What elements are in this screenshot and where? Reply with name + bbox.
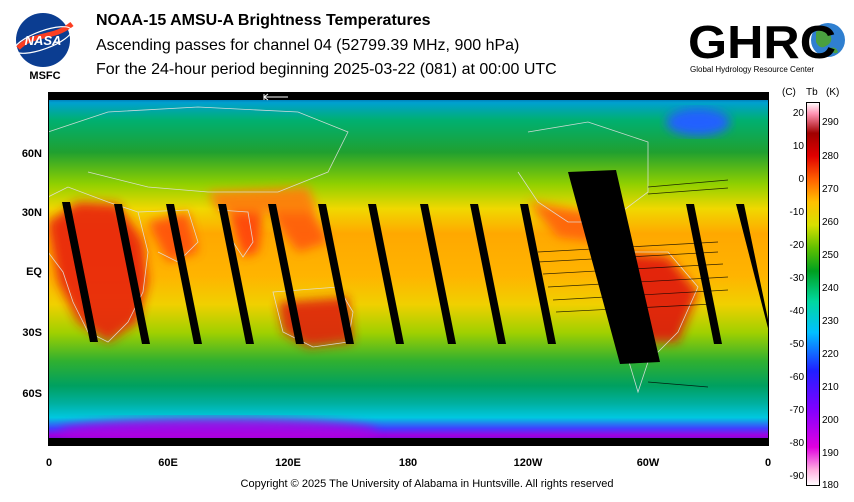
lon-label-60e: 60E [158, 457, 178, 469]
colorbar-c-tick: -20 [789, 240, 804, 251]
colorbar-c-tick: -90 [789, 471, 804, 482]
lat-label-60s: 60S [22, 388, 42, 400]
lat-label-30s: 30S [22, 327, 42, 339]
ghrc-logo: GHRC Global Hydrology Resource Center [688, 16, 845, 74]
colorbar-c-tick: 0 [798, 174, 804, 185]
colorbar-c-tick: -60 [789, 372, 804, 383]
brightness-temperature-map [48, 92, 769, 446]
swath-gaps [62, 170, 769, 364]
nasa-logo-text: NASA [25, 33, 62, 48]
lon-label-60w: 60W [636, 457, 660, 469]
colorbar-c-tick: 10 [792, 141, 804, 152]
top-missing-band [48, 92, 769, 100]
colorbar-k-tick: 250 [822, 250, 839, 261]
colorbar-k-tick: 190 [822, 448, 839, 459]
lon-label-0-left: 0 [45, 457, 53, 469]
colorbar-k-tick: 200 [822, 415, 839, 426]
colorbar [806, 102, 820, 486]
colorbar-c-tick: -50 [789, 339, 804, 350]
lat-label-eq: EQ [26, 266, 42, 278]
map-title: NOAA-15 AMSU-A Brightness Temperatures [96, 12, 431, 29]
colorbar-k-tick: 210 [822, 382, 839, 393]
nasa-logo: NASA MSFC [14, 13, 74, 82]
bottom-missing-band [48, 438, 769, 446]
colorbar-fill [806, 102, 820, 486]
lon-label-0-right: 0 [764, 457, 772, 469]
colorbar-k-tick: 280 [822, 151, 839, 162]
se-asia-hot-region [268, 202, 328, 252]
colorbar-k-tick: 240 [822, 283, 839, 294]
colorbar-k-tick: 290 [822, 117, 839, 128]
east-asia-warm-region [208, 187, 318, 212]
colorbar-k-tick: 220 [822, 349, 839, 360]
scan-direction-arrow [263, 93, 288, 101]
msfc-logo-text: MSFC [29, 70, 60, 82]
colorbar-c-tick: -40 [789, 306, 804, 317]
copyright-notice: Copyright © 2025 The University of Alaba… [240, 478, 614, 490]
colorbar-c-tick: -80 [789, 438, 804, 449]
arctic-cold-region [666, 108, 730, 136]
colorbar-c-tick: 20 [792, 108, 804, 119]
lat-label-30n: 30N [21, 207, 42, 219]
colorbar-k-tick: 230 [822, 316, 839, 327]
colorbar-header-k: (K) [826, 87, 840, 98]
lon-label-180: 180 [398, 457, 418, 469]
colorbar-c-tick: -70 [789, 405, 804, 416]
colorbar-c-tick: -10 [789, 207, 804, 218]
noise-streaks [537, 179, 729, 388]
colorbar-c-tick: -30 [789, 273, 804, 284]
colorbar-header-c: (C) [782, 87, 796, 98]
colorbar-k-tick: 270 [822, 184, 839, 195]
lat-label-60n: 60N [21, 148, 42, 160]
lon-label-120e: 120E [275, 457, 301, 469]
colorbar-k-tick: 180 [822, 480, 839, 491]
colorbar-k-tick: 260 [822, 217, 839, 228]
india-hot-region [228, 212, 263, 257]
ghrc-logo-text: GHRC [688, 16, 836, 68]
lon-label-120w: 120W [513, 457, 543, 469]
colorbar-header-tb: Tb [806, 87, 818, 98]
map-border [48, 92, 769, 446]
ghrc-logo-subtext: Global Hydrology Resource Center [690, 65, 814, 74]
map-period: For the 24-hour period beginning 2025-03… [96, 61, 557, 78]
map-subtitle: Ascending passes for channel 04 (52799.3… [96, 37, 520, 54]
